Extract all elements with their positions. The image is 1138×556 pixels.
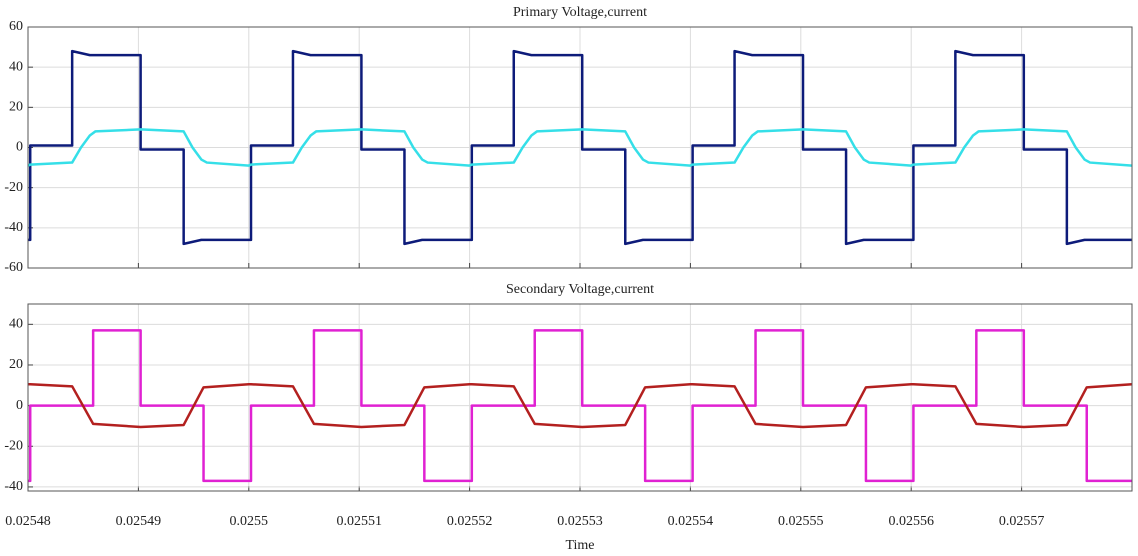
chart-title: Secondary Voltage,current [506,282,654,297]
y-tick-label: -20 [4,180,23,195]
axes-frame [27,26,1133,269]
x-tick-label: 0.02548 [5,514,51,529]
series-line [27,128,1133,167]
series-line [28,329,1132,483]
x-axis-label: Time [565,538,594,553]
y-tick-label: 40 [9,317,23,332]
x-tick-label: 0.02555 [778,514,824,529]
y-tick-label: 0 [16,398,23,413]
x-tick-label: 0.0255 [230,514,269,529]
x-tick-label: 0.02556 [888,514,934,529]
x-tick-label: 0.02554 [668,514,714,529]
y-tick-label: -20 [4,439,23,454]
x-tick-label: 0.02552 [447,514,493,529]
x-tick-label: 0.02557 [999,514,1045,529]
y-tick-label: -40 [4,479,23,494]
series-line [28,49,1132,246]
y-tick-label: 20 [9,100,23,115]
y-tick-label: 60 [9,19,23,34]
y-tick-label: -40 [4,220,23,235]
y-tick-label: 0 [16,140,23,155]
y-tick-label: 20 [9,357,23,372]
x-tick-label: 0.02549 [116,514,162,529]
x-tick-label: 0.02551 [336,514,382,529]
x-tick-label: 0.02553 [557,514,603,529]
axes-frame [27,303,1133,492]
series-line [28,383,1133,429]
chart-title: Primary Voltage,current [513,5,647,20]
y-tick-label: 40 [9,59,23,74]
y-tick-label: -60 [4,260,23,275]
